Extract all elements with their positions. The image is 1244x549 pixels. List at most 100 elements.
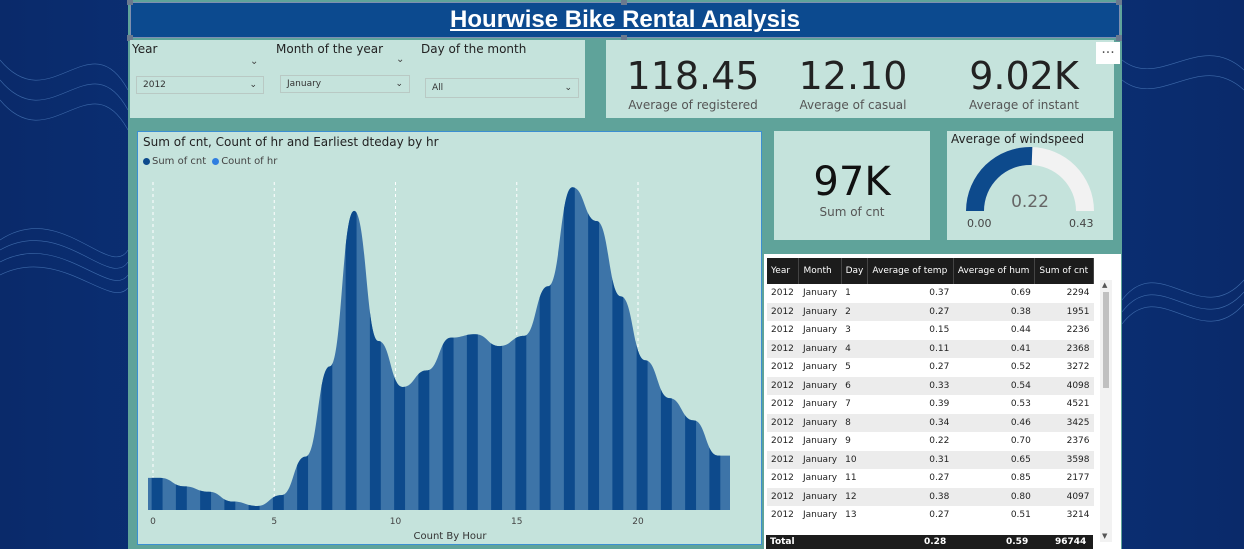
area-chart-panel[interactable]: Sum of cnt, Count of hr and Earliest dte… (137, 131, 762, 545)
legend-item[interactable]: Sum of cnt (143, 156, 206, 167)
hour-bar[interactable] (466, 172, 478, 510)
cell-day: 12 (841, 487, 868, 506)
hour-bar[interactable] (491, 172, 503, 510)
hour-bar[interactable] (175, 172, 187, 510)
header-month[interactable]: Month (798, 258, 842, 284)
hour-bar[interactable] (297, 172, 309, 510)
hour-bar[interactable] (442, 172, 454, 510)
header-day[interactable]: Day (841, 258, 869, 284)
header-temp[interactable]: Average of temp (867, 258, 954, 284)
hour-bar[interactable] (200, 172, 212, 510)
hour-bar[interactable] (321, 172, 333, 510)
cell-temp: 0.22 (929, 436, 950, 447)
chevron-down-icon: ⌄ (395, 79, 403, 89)
day-value: All (432, 83, 444, 93)
cell-cnt: 1951 (1034, 302, 1094, 321)
chevron-down-icon[interactable]: ▼ (1102, 532, 1108, 540)
month-slicer[interactable]: Month of the year ⌄ January ⌄ (276, 40, 410, 93)
hour-bar[interactable] (588, 172, 600, 510)
resize-handle[interactable] (621, 0, 627, 5)
kpi-label: Average of casual (799, 98, 907, 112)
title-bar: Hourwise Bike Rental Analysis (130, 2, 1120, 38)
table-row[interactable]: 2012 January 1 0.37 0.69 2294 (767, 284, 1094, 303)
table-row[interactable]: 2012 January 3 0.15 0.44 2236 (767, 321, 1094, 340)
table-row[interactable]: 2012 January 12 0.38 0.80 4097 (767, 487, 1094, 506)
chart-legend: Sum of cnt Count of hr (143, 156, 277, 167)
hour-bar[interactable] (709, 172, 721, 510)
hour-bar[interactable] (563, 172, 575, 510)
hour-bar[interactable] (539, 172, 551, 510)
more-options-button[interactable]: ... (1096, 42, 1120, 64)
cell-hum: 0.52 (1010, 362, 1031, 373)
hour-bar[interactable] (394, 172, 406, 510)
cell-temp: 0.27 (867, 302, 954, 321)
table-row[interactable]: 2012 January 5 0.27 0.52 3272 (767, 358, 1094, 377)
table-row[interactable]: 2012 January 4 0.11 0.41 2368 (767, 339, 1094, 358)
table-row[interactable]: 2012 January 8 0.34 0.46 3425 (767, 413, 1094, 432)
hour-bar[interactable] (418, 172, 430, 510)
gauge-max: 0.43 (1069, 217, 1094, 230)
header-year[interactable]: Year (767, 258, 800, 284)
chart-plot: 0 5 10 15 20 Count By Hour (148, 172, 730, 542)
cell-hum: 0.70 (1010, 436, 1031, 447)
cell-day: 4 (841, 339, 868, 358)
year-slicer[interactable]: Year ⌄ 2012 ⌄ (132, 40, 264, 94)
chevron-up-icon[interactable]: ▲ (1102, 281, 1108, 289)
hour-bar[interactable] (369, 172, 381, 510)
legend-item[interactable]: Count of hr (212, 156, 277, 167)
hour-bar[interactable] (224, 172, 236, 510)
hour-bar[interactable] (660, 172, 672, 510)
cell-cnt: 2294 (1066, 288, 1090, 299)
hour-bar[interactable] (612, 172, 624, 510)
cell-year: 2012 (771, 436, 794, 447)
cell-temp: 0.31 (867, 450, 954, 469)
kpi-casual: 12.10 Average of casual (773, 40, 933, 118)
hour-bar[interactable] (248, 172, 260, 510)
table-row[interactable]: 2012 January 9 0.22 0.70 2376 (767, 432, 1094, 451)
kpi-label: Average of instant (968, 98, 1080, 112)
header-hum[interactable]: Average of hum (953, 258, 1036, 284)
table-row[interactable]: 2012 January 11 0.27 0.85 2177 (767, 469, 1094, 488)
month-dropdown[interactable]: January ⌄ (280, 75, 410, 93)
table-row[interactable]: 2012 January 13 0.27 0.51 3214 (767, 506, 1094, 525)
hour-bar[interactable] (685, 172, 697, 510)
hour-bar[interactable] (345, 172, 357, 510)
total-cnt: 96744 (1055, 537, 1087, 547)
table-row[interactable]: 2012 January 6 0.33 0.54 4098 (767, 376, 1094, 395)
resize-handle[interactable] (127, 35, 133, 41)
day-dropdown[interactable]: All ⌄ (425, 78, 579, 98)
cell-month: January (802, 510, 838, 521)
table-total-row: Total 0.28 0.59 96744 (766, 535, 1093, 549)
cell-year: 2012 (767, 376, 799, 395)
year-dropdown[interactable]: 2012 ⌄ (136, 76, 264, 94)
scrollbar-thumb[interactable] (1103, 292, 1109, 388)
chevron-down-icon[interactable]: ⌄ (250, 56, 259, 67)
resize-handle[interactable] (1116, 35, 1122, 41)
resize-handle[interactable] (1116, 0, 1122, 5)
month-slicer-label: Month of the year (276, 42, 384, 56)
resize-handle[interactable] (127, 0, 133, 5)
cell-month: January (798, 339, 842, 358)
day-slicer[interactable]: Day of the month All ⌄ (421, 40, 579, 98)
cell-year: 2012 (771, 473, 794, 484)
chevron-down-icon[interactable]: ⌄ (396, 54, 405, 65)
cell-cnt: 3214 (1066, 510, 1090, 521)
cell-year: 2012 (771, 325, 794, 336)
table-row[interactable]: 2012 January 7 0.39 0.53 4521 (767, 395, 1094, 414)
header-cnt[interactable]: Sum of cnt (1034, 258, 1094, 284)
hour-bar[interactable] (636, 172, 648, 510)
area-series-sum-cnt[interactable] (148, 187, 730, 510)
table-row[interactable]: 2012 January 2 0.27 0.38 1951 (767, 302, 1094, 321)
table-row[interactable]: 2012 January 10 0.31 0.65 3598 (767, 450, 1094, 469)
x-tick-label: 20 (632, 517, 644, 527)
kpi-label: Average of registered (628, 98, 758, 112)
cell-temp: 0.11 (867, 339, 954, 358)
cell-temp: 0.27 (929, 510, 950, 521)
chevron-down-icon: ⌄ (564, 83, 572, 93)
hour-bar[interactable] (515, 172, 527, 510)
table-scrollbar[interactable]: ▲ ▼ (1100, 280, 1112, 542)
total-hum: 0.59 (1006, 537, 1029, 547)
cell-year: 2012 (767, 302, 799, 321)
cell-cnt: 2177 (1066, 473, 1090, 484)
resize-handle[interactable] (621, 35, 627, 41)
